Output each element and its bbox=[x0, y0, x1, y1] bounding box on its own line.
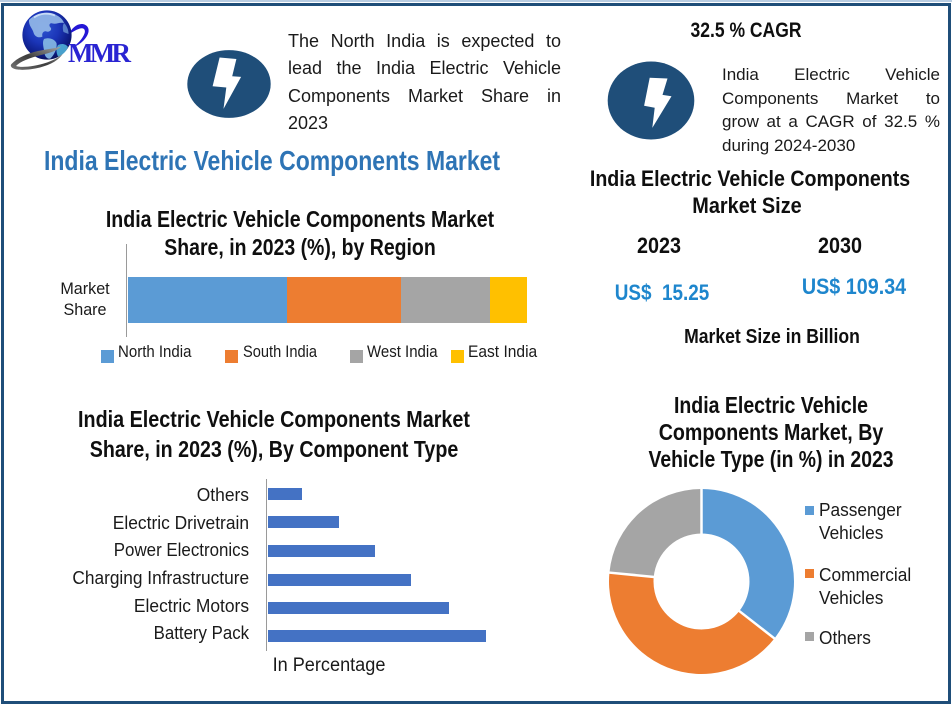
svg-text:MMR: MMR bbox=[68, 38, 132, 68]
